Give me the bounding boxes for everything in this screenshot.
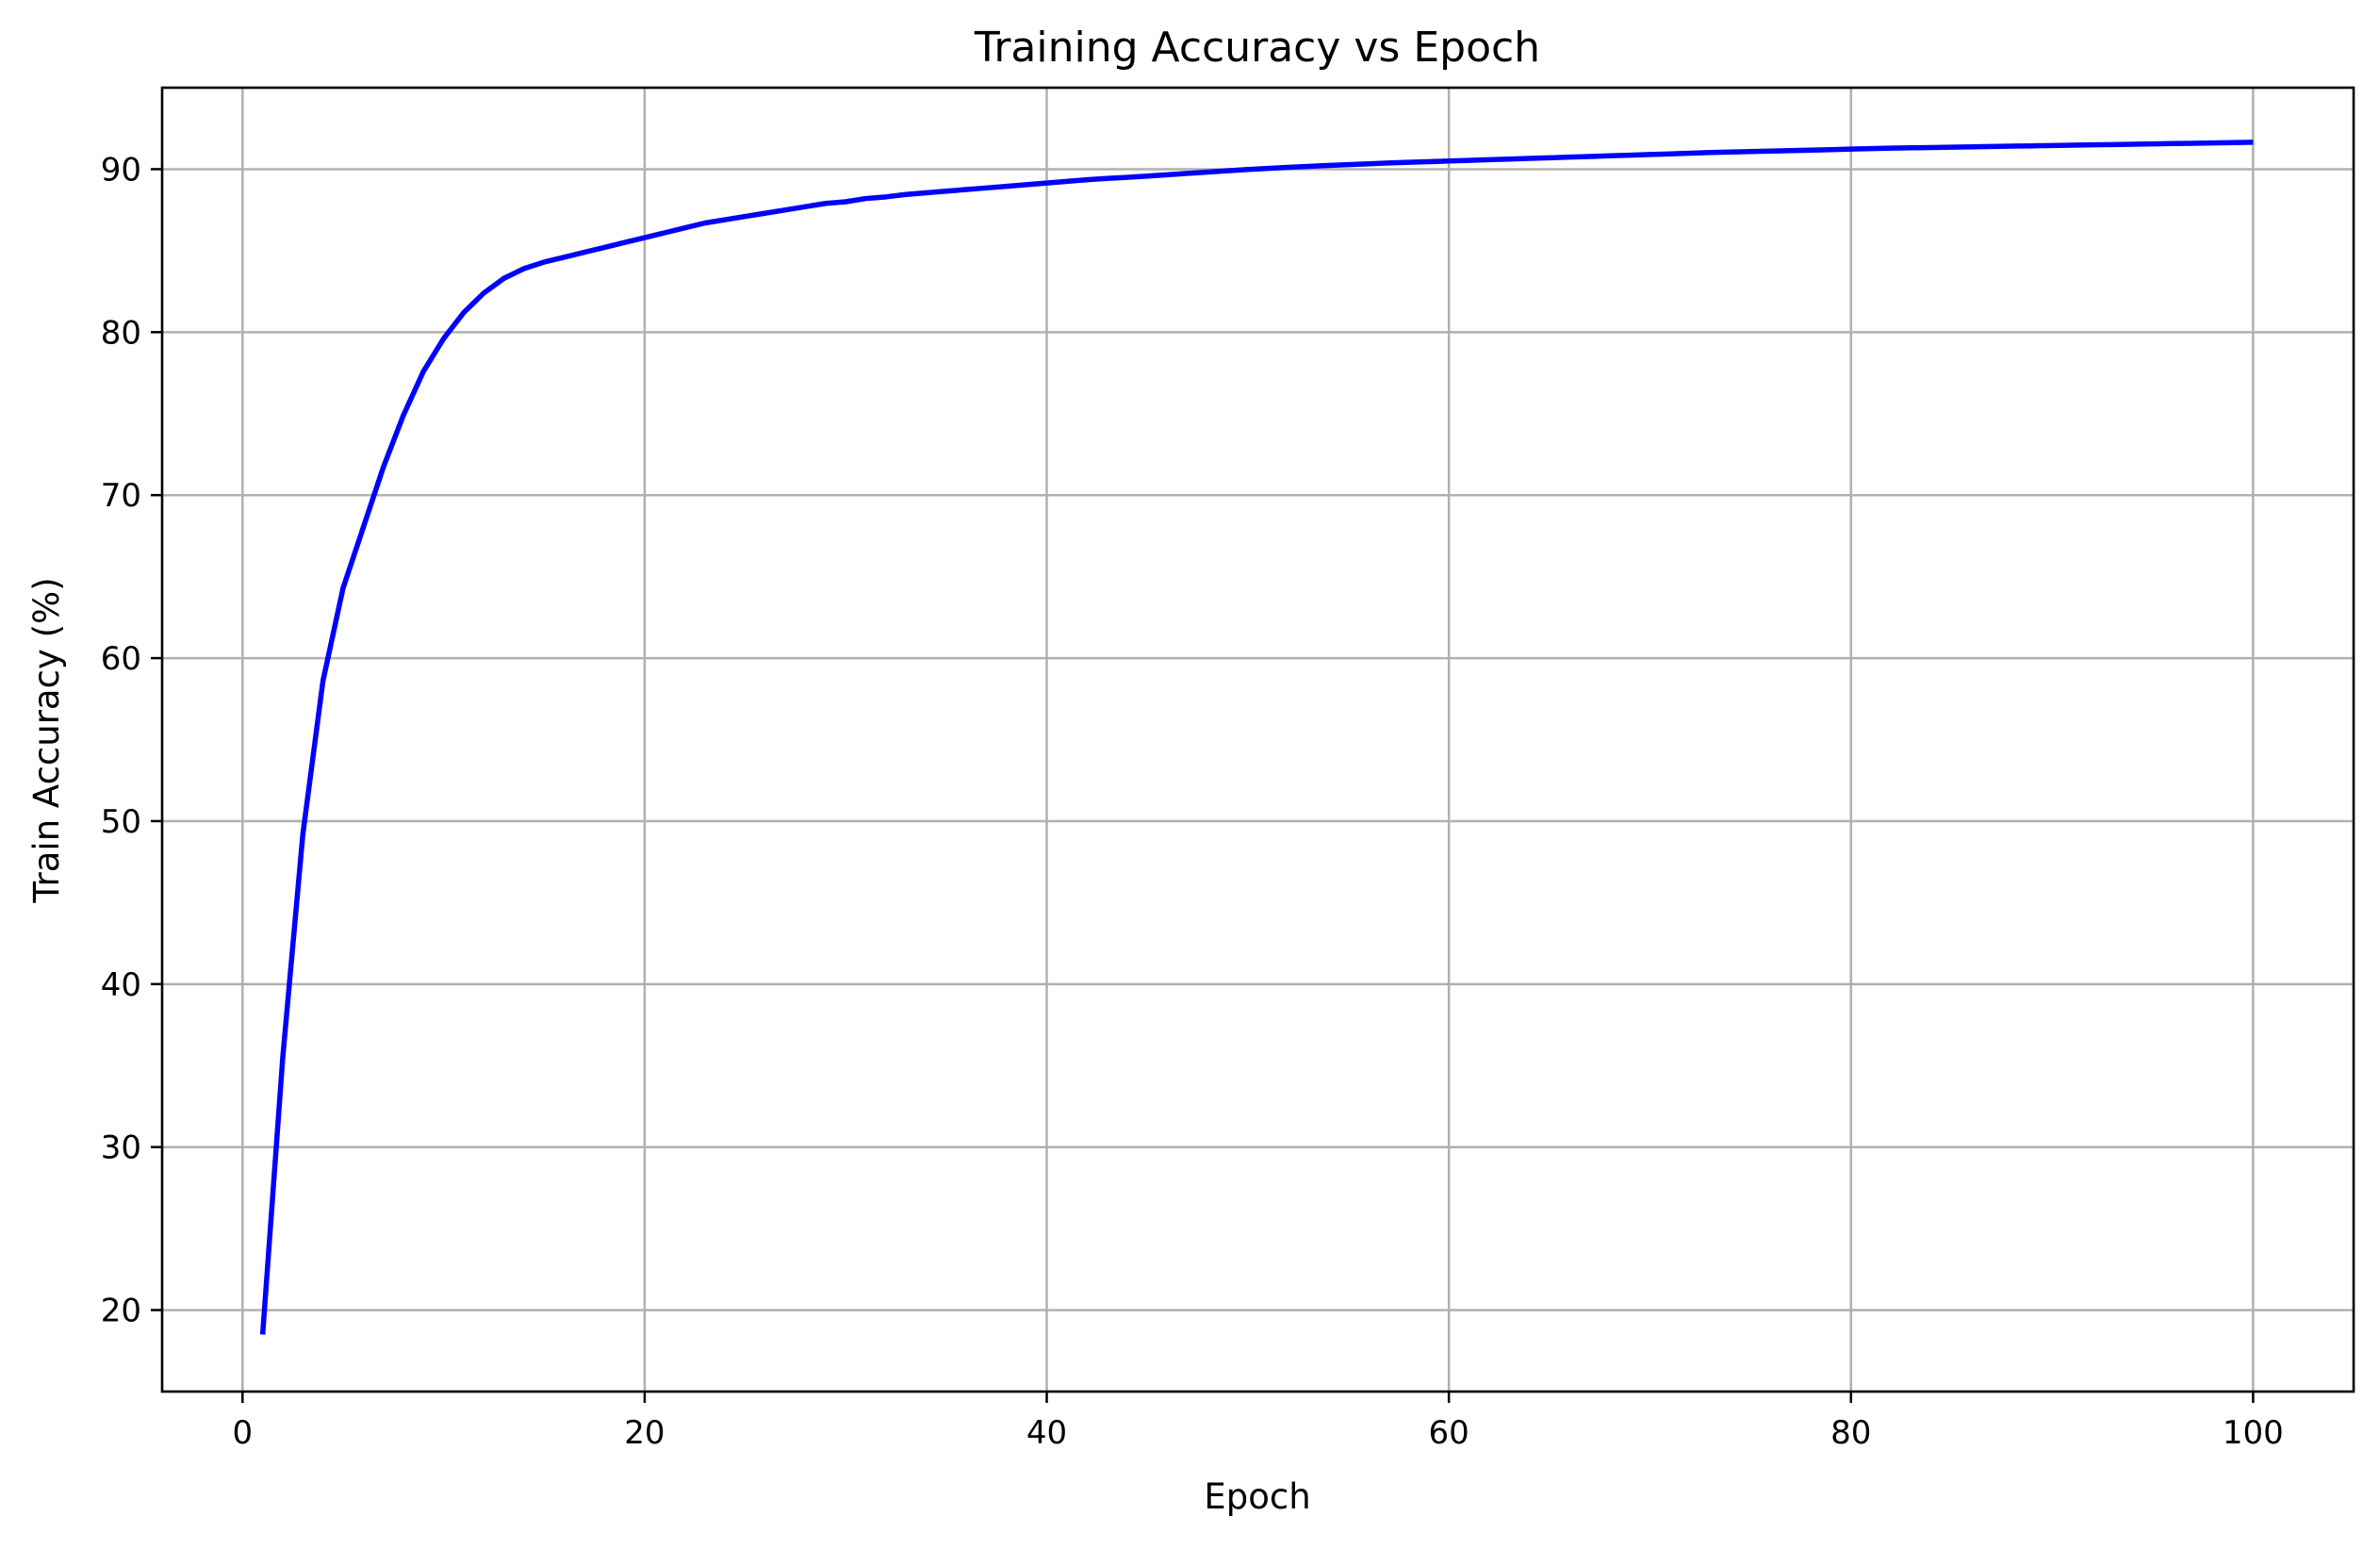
tick-layer: 0 20 40 60 80 100 20 30 40 50 60 70 80 90 (101, 151, 2284, 1452)
y-tick-label: 40 (101, 966, 141, 1004)
series-layer (259, 140, 2254, 1335)
x-tick-label: 80 (1830, 1414, 1871, 1452)
plot-frame (160, 86, 2355, 1393)
grid-layer (162, 88, 2354, 1392)
y-tick-label: 80 (101, 314, 141, 352)
y-tick-label: 90 (101, 151, 141, 189)
chart-title: Training Accuracy vs Epoch (974, 24, 1540, 72)
y-tick-label: 30 (101, 1129, 141, 1167)
x-tick-label: 40 (1026, 1414, 1067, 1452)
x-tick-label: 60 (1429, 1414, 1469, 1452)
series-line (259, 140, 2254, 1335)
x-tick-label: 100 (2223, 1414, 2284, 1452)
y-tick-label: 60 (101, 640, 141, 678)
x-tick-label: 0 (233, 1414, 254, 1452)
x-tick-label: 20 (624, 1414, 665, 1452)
y-tick-label: 50 (101, 803, 141, 841)
y-tick-label: 70 (101, 477, 141, 515)
y-tick-label: 20 (101, 1293, 141, 1330)
y-axis-label: Train Accuracy (%) (26, 577, 67, 903)
x-axis-label: Epoch (1204, 1476, 1310, 1517)
